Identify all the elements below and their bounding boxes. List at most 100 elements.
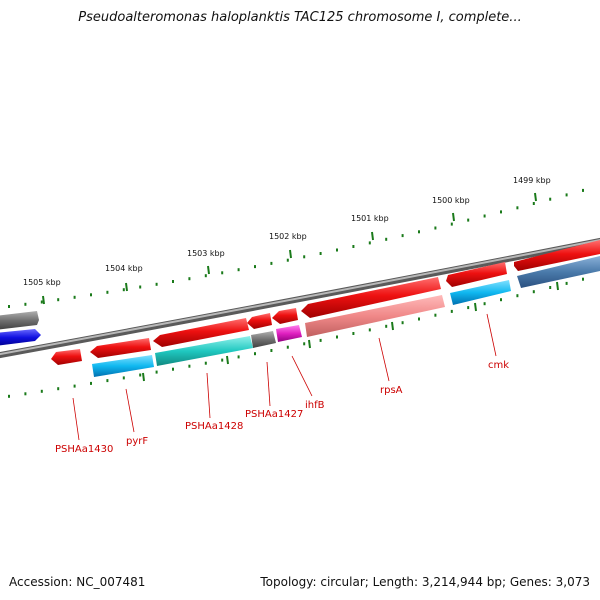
inner-scale-minor-tick (270, 349, 273, 352)
inner-scale-tick (142, 372, 145, 382)
inner-scale-tick (391, 321, 394, 331)
leader-PSHAa1427 (266, 361, 271, 407)
inner-scale-minor-tick (352, 332, 355, 335)
inner-scale-ring (8, 277, 584, 398)
scale-minor-tick (57, 298, 60, 302)
forward-strand (0, 240, 600, 365)
scale-minor-tick (237, 268, 240, 272)
scale-minor-tick (254, 265, 256, 269)
inner-scale-minor-tick (532, 290, 535, 294)
gene-label-PSHAa1430[interactable]: PSHAa1430 (55, 444, 113, 455)
inner-scale-minor-tick (500, 298, 502, 302)
scale-minor-tick (40, 300, 43, 304)
inner-scale-minor-tick (237, 355, 240, 359)
inner-scale-minor-tick (434, 313, 437, 317)
scale-minor-tick (532, 202, 535, 205)
scale-major-tick (371, 231, 374, 241)
scale-minor-tick (483, 214, 486, 218)
scale-minor-tick (385, 237, 388, 241)
accession-text: Accession: NC_007481 (9, 575, 146, 589)
scale-major-tick (207, 265, 210, 275)
inner-scale-minor-tick (8, 394, 10, 398)
map-title: Pseudoalteromonas haloplanktis TAC125 ch… (78, 10, 522, 25)
inner-scale-minor-tick (582, 277, 584, 281)
scale-minor-tick (188, 277, 191, 281)
gene-label-ihfB[interactable]: ihfB (305, 400, 325, 411)
inner-scale-minor-tick (450, 309, 453, 313)
scale-minor-tick (303, 255, 306, 259)
gene-rpsA-reverse[interactable] (305, 295, 445, 337)
reverse-strand (0, 256, 600, 377)
scale-major-tick (42, 295, 45, 305)
inner-scale-tick (226, 355, 229, 365)
scale-label-1502: 1502 kbp (269, 232, 307, 241)
scale-label-1503: 1503 kbp (187, 249, 225, 258)
inner-scale-minor-tick (565, 281, 568, 285)
scale-minor-tick (122, 288, 125, 292)
inner-scale-minor-tick (385, 324, 388, 328)
scale-label-1501: 1501 kbp (351, 214, 389, 223)
scale-minor-tick (319, 252, 322, 255)
gene-PSHAa1428-reverse[interactable] (155, 336, 253, 366)
gene-label-PSHAa1427[interactable]: PSHAa1427 (245, 409, 303, 420)
scale-minor-tick (106, 290, 109, 294)
chromosome-backbone-highlight (0, 238, 600, 356)
gene-label-pyrF[interactable]: pyrF (126, 436, 148, 447)
inner-scale-minor-tick (73, 384, 76, 388)
inner-scale-minor-tick (172, 367, 174, 371)
inner-scale-minor-tick (90, 381, 92, 385)
gene-steel-right[interactable] (517, 256, 600, 288)
inner-scale-minor-tick (122, 376, 125, 380)
inner-scale-minor-tick (319, 338, 322, 342)
gene-pyrF-forward[interactable] (90, 338, 151, 358)
gene-PSHAa1427-reverse[interactable] (251, 331, 276, 348)
gene-PSHAa1428-forward[interactable] (153, 318, 249, 347)
inner-scale-minor-tick (368, 328, 371, 332)
inner-scale-tick (556, 281, 559, 291)
topology-text: Topology: circular; Length: 3,214,944 bp… (260, 575, 590, 589)
scale-minor-tick (418, 230, 420, 234)
gene-ihfB-reverse[interactable] (276, 325, 302, 342)
inner-scale-minor-tick (336, 335, 338, 339)
gene-rpsA-forward[interactable] (301, 277, 441, 318)
scale-minor-tick (549, 197, 552, 201)
gene-ihfB-forward[interactable] (272, 308, 298, 324)
gene-cmk-reverse[interactable] (450, 280, 511, 305)
inner-scale-minor-tick (303, 342, 306, 346)
gene-PSHAa1430-forward[interactable] (51, 349, 82, 365)
inner-scale-minor-tick (286, 345, 289, 349)
scale-minor-tick (90, 293, 92, 297)
inner-scale-minor-tick (139, 373, 142, 377)
inner-scale-minor-tick (204, 361, 207, 365)
inner-scale-minor-tick (155, 370, 158, 374)
gene-label-rpsA[interactable]: rpsA (380, 385, 403, 396)
gene-pyrF-reverse[interactable] (92, 355, 154, 377)
scale-label-1505: 1505 kbp (23, 278, 61, 287)
inner-scale-minor-tick (106, 379, 109, 383)
scale-minor-tick (8, 305, 10, 308)
gene-label-cmk[interactable]: cmk (488, 360, 509, 371)
leader-PSHAa1428 (206, 372, 211, 419)
gene-cmk-forward[interactable] (446, 262, 507, 287)
gene-PSHAa1427-forward[interactable] (247, 313, 272, 329)
scale-minor-tick (336, 248, 338, 252)
inner-scale-minor-tick (24, 392, 27, 396)
inner-scale-minor-tick (549, 286, 552, 289)
gene-blue-left[interactable] (0, 329, 41, 346)
gene-red-right[interactable] (514, 240, 600, 271)
inner-scale-minor-tick (467, 306, 470, 310)
inner-scale-minor-tick (221, 358, 224, 362)
scale-label-1504: 1504 kbp (105, 264, 143, 273)
scale-major-tick (534, 192, 537, 202)
scale-major-tick (452, 212, 455, 222)
scale-minor-tick (565, 193, 568, 197)
leader-PSHAa1430 (72, 397, 80, 441)
scale-minor-tick (401, 234, 404, 238)
scale-minor-tick (450, 222, 453, 226)
scale-minor-tick (172, 280, 174, 283)
leader-cmk (486, 313, 497, 357)
gene-grey-left[interactable] (0, 311, 39, 330)
gene-label-PSHAa1428[interactable]: PSHAa1428 (185, 421, 243, 432)
inner-scale-minor-tick (57, 387, 60, 391)
